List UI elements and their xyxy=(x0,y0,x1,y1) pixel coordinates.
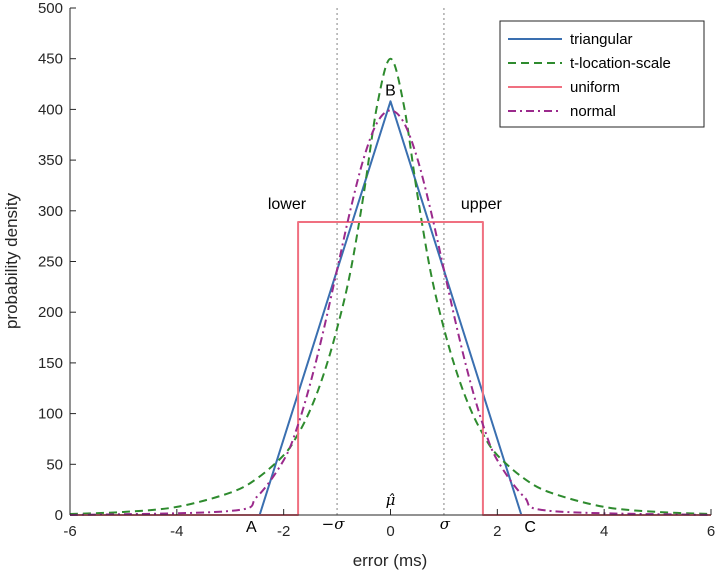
x-axis-label: error (ms) xyxy=(353,551,428,570)
y-tick-label: 200 xyxy=(38,304,63,321)
annotation-point-b: B xyxy=(385,82,396,99)
x-tick-label: 2 xyxy=(493,523,501,540)
legend-label-uniform: uniform xyxy=(570,79,620,96)
annotation-point-a: A xyxy=(246,519,257,536)
y-tick-label: 400 xyxy=(38,101,63,118)
annotation-lower: lower xyxy=(268,196,307,213)
y-tick-label: 450 xyxy=(38,51,63,68)
x-tick-label: 0 xyxy=(386,523,394,540)
y-tick-label: 250 xyxy=(38,254,63,271)
x-tick-label: 6 xyxy=(707,523,715,540)
legend: triangular t-location-scale uniform normal xyxy=(499,20,705,128)
legend-label-triangular: triangular xyxy=(570,31,633,48)
ticks: -6 -4 -2 0 2 4 6 0 50 100 150 200 250 300 350 400 450 500 xyxy=(38,0,715,540)
annotation-mu-hat: μ̂ xyxy=(386,491,396,509)
x-tick-label: -6 xyxy=(63,523,76,540)
y-axis-label: probability density xyxy=(2,192,21,329)
x-tick-label: -4 xyxy=(170,523,183,540)
x-tick-label: 4 xyxy=(600,523,608,540)
y-tick-label: 500 xyxy=(38,0,63,17)
y-tick-label: 300 xyxy=(38,203,63,220)
annotation-minus-sigma: −σ xyxy=(322,515,346,533)
y-tick-label: 150 xyxy=(38,355,63,372)
y-tick-label: 50 xyxy=(46,456,63,473)
annotation-point-c: C xyxy=(524,519,536,536)
y-tick-label: 0 xyxy=(55,507,63,524)
legend-label-normal: normal xyxy=(570,103,616,120)
y-tick-label: 350 xyxy=(38,152,63,169)
legend-label-t-location-scale: t-location-scale xyxy=(570,55,671,72)
annotation-upper: upper xyxy=(461,196,503,213)
y-tick-label: 100 xyxy=(38,406,63,423)
series-t-location-scale xyxy=(69,57,712,515)
annotation-sigma: σ xyxy=(440,515,451,533)
x-tick-label: -2 xyxy=(277,523,290,540)
